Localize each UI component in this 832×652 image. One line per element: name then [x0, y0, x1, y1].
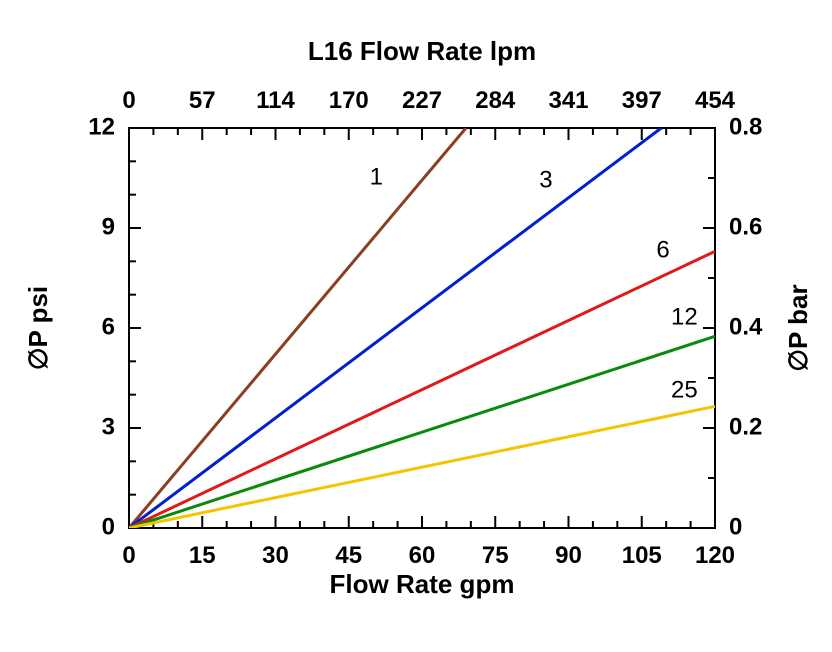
xb-tick-label: 90	[555, 542, 582, 569]
series-label-1: 1	[370, 163, 383, 190]
chart-container: 0153045607590105120Flow Rate gpm05711417…	[0, 0, 832, 652]
yl-tick-label: 6	[102, 313, 115, 340]
yr-tick-label: 0.2	[729, 413, 762, 440]
series-label-6: 6	[656, 237, 669, 264]
yl-tick-label: 3	[102, 413, 115, 440]
xt-tick-label: 227	[402, 87, 442, 114]
series-label-12: 12	[671, 303, 698, 330]
yl-tick-label: 9	[102, 213, 115, 240]
xt-tick-label: 454	[695, 87, 736, 114]
yl-tick-label: 12	[88, 113, 115, 140]
x-bottom-title: Flow Rate gpm	[330, 569, 515, 599]
yr-tick-label: 0.8	[729, 113, 762, 140]
xt-tick-label: 57	[189, 87, 216, 114]
yr-tick-label: 0	[729, 513, 742, 540]
xt-tick-label: 397	[622, 87, 662, 114]
xb-tick-label: 75	[482, 542, 509, 569]
xt-tick-label: 341	[548, 87, 588, 114]
xb-tick-label: 0	[122, 542, 135, 569]
yl-tick-label: 0	[102, 513, 115, 540]
xb-tick-label: 30	[262, 542, 289, 569]
series-label-25: 25	[671, 377, 698, 404]
y-right-title: ∅P bar	[783, 284, 813, 371]
chart-svg: 0153045607590105120Flow Rate gpm05711417…	[0, 0, 832, 652]
xb-tick-label: 105	[622, 542, 662, 569]
xt-tick-label: 170	[329, 87, 369, 114]
xb-tick-label: 120	[695, 542, 735, 569]
chart-title: L16 Flow Rate lpm	[308, 36, 536, 66]
xt-tick-label: 0	[122, 87, 135, 114]
xb-tick-label: 45	[335, 542, 362, 569]
y-left-title: ∅P psi	[23, 286, 53, 370]
series-label-3: 3	[539, 167, 552, 194]
xt-tick-label: 114	[256, 87, 295, 114]
yr-tick-label: 0.4	[729, 313, 763, 340]
xb-tick-label: 15	[189, 542, 216, 569]
xb-tick-label: 60	[409, 542, 436, 569]
yr-tick-label: 0.6	[729, 213, 762, 240]
xt-tick-label: 284	[475, 87, 516, 114]
